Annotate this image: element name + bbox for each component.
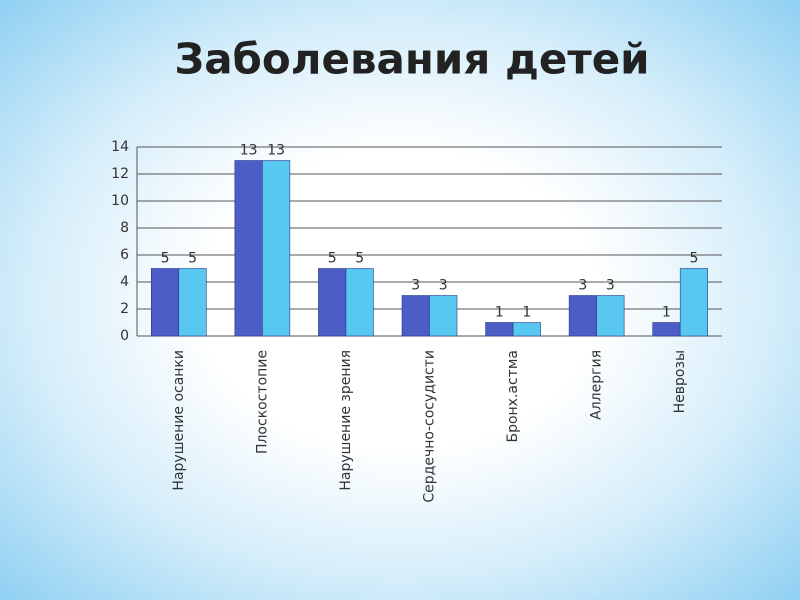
data-label: 5 [355,251,364,267]
bar [234,160,263,337]
data-label: 5 [161,251,170,267]
data-label: 1 [522,305,531,321]
x-tick-label: Нарушение зрения [338,350,354,491]
bar [485,322,514,337]
data-label: 1 [495,305,504,321]
data-label: 3 [439,278,448,294]
chart-title: Заболевания детей [174,35,649,84]
y-tick-label: 8 [120,220,129,236]
y-tick-label: 2 [120,301,129,317]
y-tick-label: 4 [120,274,129,290]
data-label: 13 [267,143,285,159]
bar [568,295,597,337]
bar [679,268,709,337]
data-label: 3 [578,278,587,294]
y-tick-label: 14 [111,139,129,155]
data-label: 5 [328,251,337,267]
bar [429,295,458,337]
data-label: 13 [240,143,258,159]
bar [512,322,541,337]
bar [596,295,625,337]
y-tick-label: 0 [120,328,129,344]
y-tick-label: 12 [111,166,129,182]
bar [318,268,347,337]
y-tick-label: 6 [120,247,129,263]
bar [401,295,430,337]
x-tick-label: Сердечно-сосудисти [422,350,438,503]
bar [262,160,291,337]
x-tick-label: Неврозы [672,350,688,413]
data-label: 5 [188,251,197,267]
bar [150,268,180,337]
x-tick-label: Аллергия [589,350,605,420]
data-label: 5 [690,251,699,267]
x-tick-label: Плоскостопие [254,350,270,454]
y-tick-label: 10 [111,193,129,209]
x-tick-label: Нарушение осанки [171,350,187,491]
data-label: 3 [411,278,420,294]
data-label: 3 [606,278,615,294]
bar [652,322,681,337]
bar [178,268,207,337]
x-tick-label: Бронх.астма [505,350,521,443]
bar [345,268,374,337]
data-label: 1 [662,305,671,321]
